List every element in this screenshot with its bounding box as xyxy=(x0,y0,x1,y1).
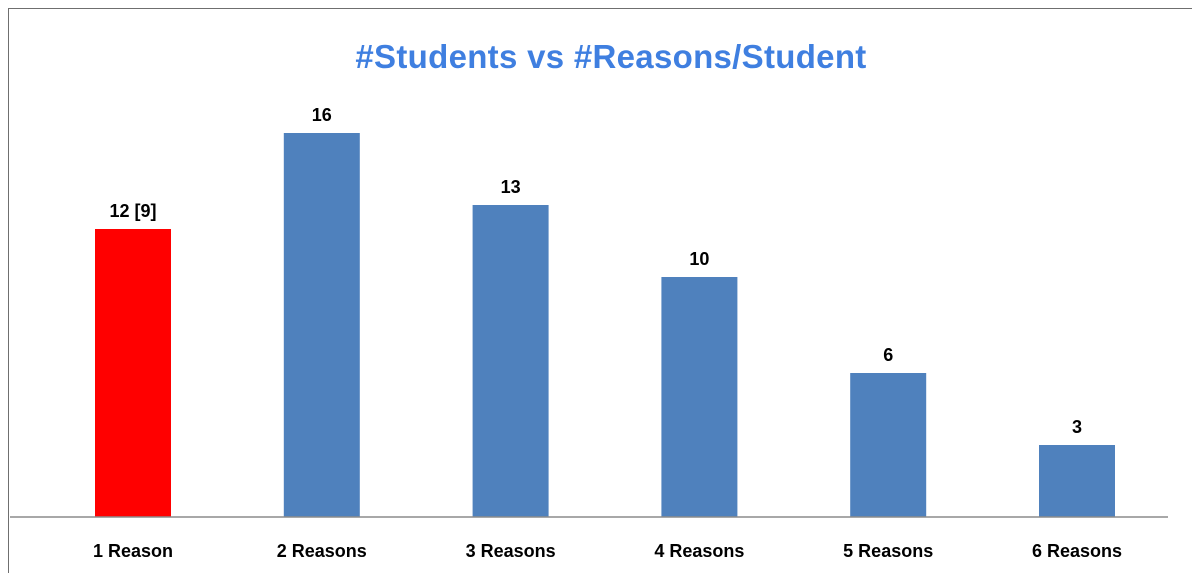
x-tick-label-3: 3 Reasons xyxy=(466,541,556,561)
bar-1 xyxy=(95,229,171,517)
x-tick-labels-layer: 1 Reason 2 Reasons 3 Reasons 4 Reasons 5 Rea… xyxy=(93,541,1122,561)
chart-title: #Students vs #Reasons/Student xyxy=(355,38,867,75)
data-labels-layer: 12 [9] 16 13 10 6 3 xyxy=(109,105,1082,437)
x-tick-label-2: 2 Reasons xyxy=(277,541,367,561)
bar-4 xyxy=(661,277,738,517)
chart-frame xyxy=(8,8,1192,573)
bar-3 xyxy=(472,205,549,517)
data-label-6: 3 xyxy=(1072,417,1082,437)
x-tick-label-6: 6 Reasons xyxy=(1032,541,1122,561)
data-label-1: 12 [9] xyxy=(109,201,156,221)
data-label-3: 13 xyxy=(501,177,521,197)
bar-2 xyxy=(283,133,360,517)
data-label-5: 6 xyxy=(883,345,893,365)
x-tick-label-4: 4 Reasons xyxy=(654,541,744,561)
x-tick-label-5: 5 Reasons xyxy=(843,541,933,561)
x-tick-label-1: 1 Reason xyxy=(93,541,173,561)
data-label-2: 16 xyxy=(312,105,332,125)
data-label-4: 10 xyxy=(689,249,709,269)
bar-6 xyxy=(1039,445,1115,517)
bar-5 xyxy=(850,373,927,517)
bars-layer xyxy=(95,133,1115,517)
